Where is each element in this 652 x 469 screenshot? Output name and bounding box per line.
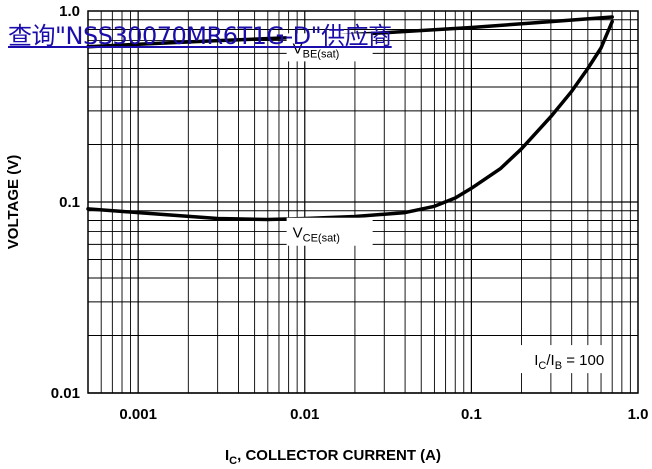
- x-tick-labels: 0.001 0.01 0.1 1.0: [119, 406, 648, 423]
- plot-frame: [87, 10, 639, 394]
- x-tick-label: 0.01: [290, 406, 319, 423]
- y-tick-label: 1.0: [59, 3, 80, 20]
- x-tick-label: 0.001: [119, 406, 157, 423]
- grid-lines: [87, 11, 638, 394]
- y-tick-label: 0.1: [59, 194, 80, 211]
- x-tick-label: 1.0: [628, 406, 649, 423]
- x-axis-label: IC, COLLECTOR CURRENT (A): [225, 447, 441, 467]
- curve-label-background: [286, 217, 373, 246]
- y-axis-label: VOLTAGE (V): [5, 155, 22, 249]
- curve-label: VCE(sat): [293, 225, 340, 245]
- curve-label: VBE(sat): [293, 40, 340, 60]
- curve-label-background: [286, 33, 373, 62]
- supplier-search-link[interactable]: 查询"NSS30070MR6T1G-D"供应商: [8, 22, 392, 50]
- series-line-vcesat: [86, 19, 614, 222]
- y-tick-label: 0.01: [51, 385, 80, 402]
- x-tick-label: 0.1: [461, 406, 482, 423]
- curve-labels: VBE(sat) VCE(sat) IC/IB = 100: [286, 33, 607, 374]
- y-tick-labels: 0.01 0.1 1.0: [51, 3, 80, 402]
- annotation-background: [494, 345, 607, 374]
- ratio-annotation: IC/IB = 100: [534, 352, 604, 372]
